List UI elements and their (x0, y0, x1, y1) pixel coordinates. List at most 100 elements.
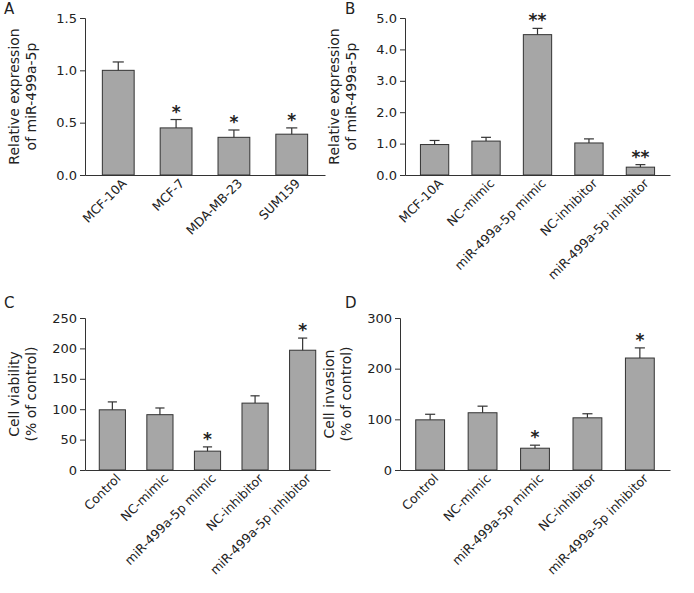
error-bar-stem (482, 406, 483, 413)
x-tick: miR-499a-5p mimic (449, 470, 546, 568)
bar (160, 128, 192, 175)
y-tick-label: 0.0 (56, 168, 77, 183)
error-bar-cap (430, 140, 440, 141)
y-tick-line (400, 81, 405, 82)
y-tick-label: 0.0 (376, 168, 397, 183)
bar (626, 167, 654, 175)
bar (472, 141, 500, 175)
x-axis-line (86, 175, 326, 176)
y-tick-label: 1.0 (376, 136, 397, 151)
error-bar-cap (584, 138, 594, 139)
y-axis: 050100150200250 (52, 311, 85, 478)
y-tick: 5.0 (376, 11, 405, 26)
x-tick-label: NC-mimic (440, 471, 494, 525)
y-tick: 4.0 (376, 42, 405, 57)
x-tick: miR-499a-5p mimic (452, 175, 549, 273)
error-bar-stem (588, 139, 589, 143)
error-bar (425, 414, 435, 420)
y-tick-label: 2.0 (376, 105, 397, 120)
bar (523, 35, 551, 175)
panel: **0100200300ControlNC-mimicmiR-499a-5p m… (321, 311, 671, 578)
y-tick: 2.0 (376, 105, 405, 120)
bar (573, 418, 602, 470)
x-tick: miR-499a-5p inhibitor (545, 175, 652, 282)
error-bar-stem (118, 62, 119, 70)
error-bar (478, 406, 488, 413)
y-tick-label: 50 (60, 432, 77, 447)
significance-marker: * (298, 320, 307, 340)
bar (242, 403, 268, 470)
y-axis-title: Cell invasion (321, 350, 337, 439)
plot-area (99, 338, 315, 470)
y-axis-line (395, 319, 401, 471)
y-tick-label: 300 (367, 311, 392, 326)
y-tick-line (400, 175, 405, 176)
bar (521, 448, 550, 470)
bar (416, 420, 445, 470)
error-bar-stem (587, 414, 588, 418)
y-tick: 200 (52, 341, 85, 356)
significance-marker: * (203, 429, 212, 449)
y-tick-line (80, 440, 85, 441)
y-tick-label: 0 (69, 463, 77, 478)
y-axis: 0.01.02.03.04.05.0 (376, 11, 405, 183)
x-tick: miR-499a-5p inhibitor (544, 470, 651, 577)
bar (276, 134, 308, 175)
bar (147, 415, 173, 470)
y-tick-label: 200 (52, 341, 77, 356)
y-tick: 0.0 (376, 168, 405, 183)
error-bar (250, 396, 259, 403)
x-tick-label: miR-499a-5p inhibitor (545, 175, 652, 282)
x-tick-label: miR-499a-5p inhibitor (207, 470, 314, 577)
x-tick-label: Control (399, 471, 442, 514)
y-tick: 0.5 (56, 115, 85, 130)
x-tick: SUM159 (256, 175, 303, 223)
y-axis: 0.00.51.01.5 (56, 11, 85, 183)
error-bar-cap (155, 407, 164, 408)
significance-marker: * (531, 427, 540, 447)
x-tick: MCF-10A (396, 175, 446, 226)
y-tick: 100 (367, 412, 400, 427)
y-tick: 1.0 (56, 63, 85, 78)
error-bar-stem (112, 402, 113, 410)
significance-marker: * (635, 330, 644, 350)
y-tick-label: 4.0 (376, 42, 397, 57)
x-tick-label: miR-499a-5p mimic (452, 176, 549, 273)
y-tick-line (395, 369, 400, 370)
y-tick-line (80, 123, 85, 124)
y-tick: 100 (52, 402, 85, 417)
error-bar-cap (425, 414, 435, 415)
panel-label: C (4, 294, 14, 312)
significance-marker: ** (529, 10, 547, 30)
y-tick-line (80, 175, 85, 176)
bar (625, 358, 654, 470)
y-tick: 0.0 (56, 168, 85, 183)
x-tick-label: MCF-10A (396, 175, 446, 225)
y-axis-line (80, 19, 86, 176)
x-axis: ControlNC-mimicmiR-499a-5p mimicNC-inhib… (81, 470, 330, 577)
x-axis: MCF-10ANC-mimicmiR-499a-5p mimicNC-inhib… (396, 175, 671, 282)
error-bar-stem (159, 408, 160, 415)
panel: **050100150200250ControlNC-mimicmiR-499a… (6, 311, 331, 578)
y-tick-label: 1.0 (56, 63, 77, 78)
y-tick: 150 (52, 371, 85, 386)
panel-label: D (345, 294, 357, 312)
error-bar-cap (582, 413, 592, 414)
panel: ***0.00.51.01.5MCF-10AMCF-7MDA-MB-23SUM1… (6, 11, 326, 238)
bar (102, 70, 134, 175)
x-tick: MCF-7 (149, 175, 187, 214)
x-tick-label: miR-499a-5p mimic (449, 471, 546, 568)
panel-label: A (4, 0, 15, 18)
x-tick-label: miR-499a-5p inhibitor (544, 470, 651, 577)
y-axis-line (400, 19, 406, 176)
x-tick: miR-499a-5p mimic (122, 470, 219, 568)
y-tick-label: 0.5 (56, 115, 77, 130)
x-tick: Control (81, 470, 124, 513)
y-tick-label: 200 (367, 361, 392, 376)
y-tick-label: 100 (52, 402, 77, 417)
y-tick-line (400, 18, 405, 19)
bar (468, 413, 497, 470)
y-tick: 1.0 (376, 136, 405, 151)
y-tick-line (400, 49, 405, 50)
error-bar-cap (250, 395, 259, 396)
